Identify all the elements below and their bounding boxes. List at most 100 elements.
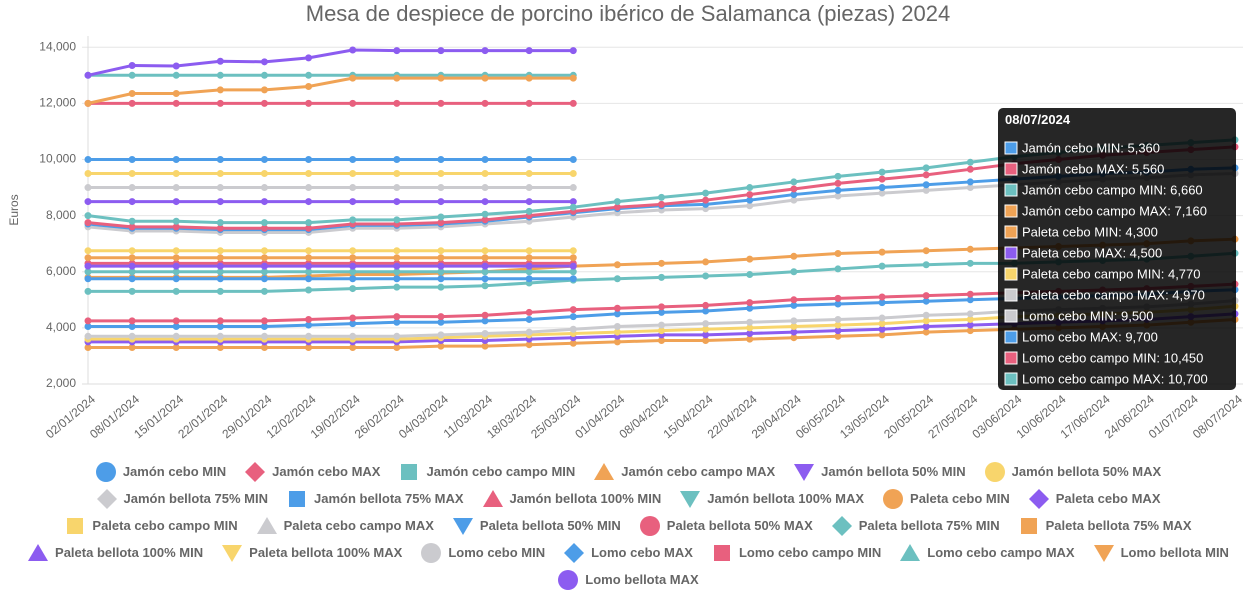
data-point [172, 254, 180, 262]
legend-item[interactable]: Paleta bellota 50% MAX [639, 514, 813, 537]
legend-item[interactable]: Jamón bellota 100% MIN [482, 487, 661, 510]
legend-item[interactable]: Lomo cebo MIN [420, 541, 545, 564]
data-point [349, 247, 357, 255]
legend-label: Paleta cebo MAX [1055, 491, 1161, 506]
legend-item[interactable]: Jamón cebo campo MIN [398, 460, 575, 483]
data-point [437, 342, 445, 350]
data-point [525, 74, 533, 82]
data-point [922, 186, 930, 194]
data-point [525, 268, 533, 276]
data-point [84, 170, 92, 178]
tooltip-item: Jamón cebo MIN: 5,360 [1022, 140, 1160, 155]
tooltip-swatch [1004, 288, 1018, 302]
data-point [481, 216, 489, 224]
data-point [878, 331, 886, 339]
legend-item[interactable]: Paleta cebo campo MIN [64, 514, 238, 537]
y-tick-label: 6,000 [46, 264, 76, 278]
legend-item[interactable]: Paleta bellota 100% MIN [27, 541, 203, 564]
data-point [569, 247, 577, 255]
data-point [128, 268, 136, 276]
data-point [260, 86, 268, 94]
legend-shape [713, 544, 730, 561]
legend-item[interactable]: Paleta cebo MAX [1028, 487, 1161, 510]
legend-item[interactable]: Paleta bellota 100% MAX [221, 541, 402, 564]
data-point [658, 308, 665, 316]
legend-item[interactable]: Jamón bellota 75% MIN [96, 487, 268, 510]
data-point [437, 254, 445, 262]
data-point [525, 247, 533, 255]
tooltip-item: Lomo cebo MIN: 9,500 [1022, 308, 1154, 323]
data-point [84, 262, 92, 270]
data-point [658, 321, 665, 329]
legend-item[interactable]: Lomo cebo campo MIN [711, 541, 881, 564]
tooltip-swatch [1004, 183, 1018, 197]
data-point [305, 71, 313, 79]
data-point [922, 164, 930, 172]
y-tick-label: 8,000 [46, 208, 76, 222]
legend-item[interactable]: Jamón bellota 75% MAX [286, 487, 464, 510]
tooltip-swatch [1004, 351, 1018, 365]
data-point [216, 332, 224, 340]
data-point [349, 155, 357, 163]
legend-item[interactable]: Paleta bellota 75% MAX [1018, 514, 1192, 537]
legend-item[interactable]: Jamón bellota 50% MAX [984, 460, 1161, 483]
data-point [790, 178, 798, 186]
data-point [349, 275, 357, 283]
data-point [834, 172, 842, 180]
y-tick-label: 2,000 [46, 376, 76, 390]
data-point [393, 283, 401, 291]
legend-label: Jamón bellota 50% MIN [821, 464, 966, 479]
data-point [790, 322, 798, 330]
data-point [525, 207, 533, 215]
data-point [393, 184, 401, 192]
data-point [525, 262, 533, 270]
data-point [746, 329, 754, 337]
legend-item[interactable]: Lomo bellota MAX [557, 568, 699, 591]
data-point [349, 314, 357, 322]
data-point [128, 247, 136, 255]
legend-item[interactable]: Paleta bellota 75% MIN [831, 514, 1000, 537]
legend-item[interactable]: Jamón bellota 50% MIN [793, 460, 966, 483]
legend-marker [288, 490, 305, 507]
legend-label: Jamón cebo campo MIN [426, 464, 576, 479]
data-point [878, 262, 886, 270]
data-point [702, 325, 710, 333]
legend-marker [256, 516, 277, 534]
data-point [216, 99, 224, 107]
legend-marker [401, 463, 418, 480]
legend-item[interactable]: Paleta bellota 50% MIN [452, 514, 621, 537]
legend-item[interactable]: Jamón cebo MIN [95, 460, 226, 483]
legend-item[interactable]: Jamón cebo MAX [244, 460, 380, 483]
legend-item[interactable]: Lomo bellota MIN [1093, 541, 1229, 564]
data-point [966, 296, 974, 304]
data-point [481, 275, 489, 283]
data-point [922, 247, 930, 255]
data-point [437, 262, 445, 270]
data-point [260, 155, 268, 163]
data-point [878, 299, 886, 307]
data-point [569, 170, 577, 178]
legend-item[interactable]: Jamón cebo campo MAX [593, 460, 775, 483]
legend-marker [794, 463, 815, 481]
data-point [172, 90, 180, 98]
legend-item[interactable]: Jamón bellota 100% MAX [679, 487, 864, 510]
data-point [481, 254, 489, 262]
data-point [481, 282, 489, 290]
data-point [658, 193, 665, 201]
data-point [216, 322, 224, 330]
data-point [613, 198, 621, 206]
data-point [481, 184, 489, 192]
data-point [746, 191, 754, 199]
legend-label: Paleta bellota 50% MIN [479, 518, 621, 533]
legend-item[interactable]: Lomo cebo MAX [563, 541, 693, 564]
data-point [172, 62, 180, 70]
legend-item[interactable]: Paleta cebo MIN [882, 487, 1010, 510]
data-point [525, 198, 533, 206]
data-point [834, 321, 842, 329]
data-point [84, 99, 92, 107]
data-point [702, 331, 710, 339]
data-point [746, 299, 754, 307]
data-point [437, 74, 445, 82]
legend-item[interactable]: Paleta cebo campo MAX [256, 514, 434, 537]
legend-item[interactable]: Lomo cebo campo MAX [899, 541, 1075, 564]
